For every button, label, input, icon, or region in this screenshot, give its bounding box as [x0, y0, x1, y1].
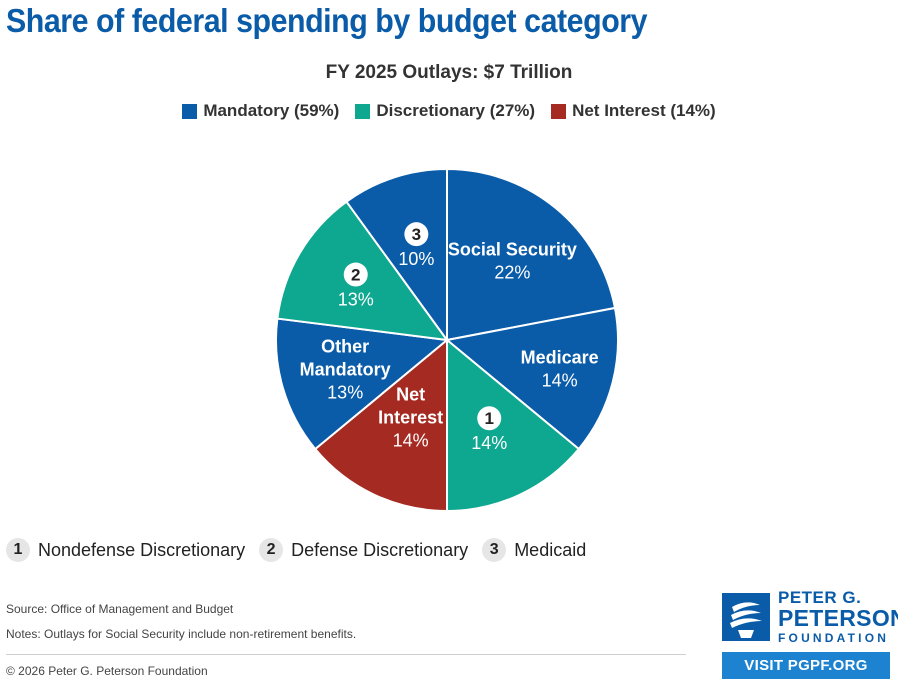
logo-line-1: PETER G. — [778, 588, 862, 607]
slice-label-4: Other Mandatory 13% — [300, 337, 391, 403]
legend-swatch-discretionary — [355, 103, 371, 119]
logo-line-2: PETERSON — [778, 605, 898, 631]
slice-badge-2 — [477, 406, 502, 431]
logo-wordmark: PETER G. PETERSON FOUNDATION — [778, 589, 898, 644]
footnote-badge-3: 3 — [482, 538, 507, 562]
visit-website-button[interactable]: VISIT PGPF.ORG — [722, 652, 890, 679]
slice-value-6-0: 10% — [398, 249, 434, 269]
footnote-label-1: Nondefense Discretionary — [38, 539, 246, 560]
slice-badge-5 — [343, 262, 368, 287]
pie-slice-4 — [275, 317, 450, 451]
slice-label-1: Medicare 14% — [521, 347, 599, 390]
slice-name-4-1: Mandatory — [300, 360, 391, 380]
footnote-item-3: 3 Medicaid — [482, 538, 586, 562]
slice-value-3-2: 14% — [393, 430, 429, 450]
notes-text: Notes: Outlays for Social Security inclu… — [6, 627, 357, 641]
slice-label-0: Social Security 22% — [448, 239, 577, 282]
legend-swatch-mandatory — [182, 103, 198, 119]
slice-name-0-0: Social Security — [448, 239, 577, 259]
slice-badge-text-6: 3 — [412, 225, 421, 244]
pie-slice-0 — [446, 167, 617, 342]
slice-value-2-0: 14% — [471, 433, 507, 453]
footnote-item-1: 1 Nondefense Discretionary — [6, 538, 245, 562]
divider — [6, 654, 686, 655]
legend-label-net-interest: Net Interest (14%) — [572, 101, 716, 120]
copyright-text: © 2026 Peter G. Peterson Foundation — [6, 664, 208, 678]
pie-slice-2 — [446, 337, 581, 513]
chart-title: Share of federal spending by budget cate… — [6, 2, 648, 39]
slice-badge-text-2: 1 — [484, 409, 493, 428]
legend-item-net-interest: Net Interest (14%) — [551, 101, 716, 121]
pie-slice-6 — [345, 167, 448, 344]
torch-icon — [722, 592, 770, 641]
legend-item-discretionary: Discretionary (27%) — [355, 101, 535, 121]
slice-label-5: 213% — [338, 262, 374, 310]
slice-badge-text-5: 2 — [351, 266, 360, 285]
pie-slice-3 — [313, 337, 448, 513]
slice-value-1-1: 14% — [542, 370, 578, 390]
slice-label-2: 114% — [471, 406, 507, 453]
slice-badge-6 — [404, 222, 429, 247]
footnote-legend: 1 Nondefense Discretionary 2 Defense Dis… — [6, 538, 586, 562]
footnote-badge-1: 1 — [6, 538, 30, 562]
foundation-logo[interactable]: PETER G. PETERSON FOUNDATION — [722, 589, 898, 644]
footnote-badge-2: 2 — [259, 538, 284, 562]
footnote-label-2: Defense Discretionary — [291, 539, 469, 560]
footnote-item-2: 2 Defense Discretionary — [259, 538, 468, 562]
slice-label-3: Net Interest 14% — [378, 384, 443, 450]
slice-value-5-0: 13% — [338, 290, 374, 310]
slice-name-3-0: Net — [396, 384, 425, 404]
slice-name-1-0: Medicare — [521, 347, 599, 367]
slice-value-0-1: 22% — [494, 262, 530, 282]
footnote-label-3: Medicaid — [514, 539, 587, 560]
legend-label-discretionary: Discretionary (27%) — [376, 101, 536, 120]
source-text: Source: Office of Management and Budget — [6, 602, 234, 616]
pie-slice-1 — [444, 306, 619, 451]
slice-value-4-2: 13% — [327, 383, 363, 403]
chart-subtitle: FY 2025 Outlays: $7 Trillion — [325, 62, 573, 83]
logo-line-3: FOUNDATION — [778, 631, 890, 645]
slice-name-3-1: Interest — [378, 407, 443, 427]
slice-label-6: 310% — [398, 222, 434, 269]
legend: Mandatory (59%) Discretionary (27%) Net … — [0, 101, 898, 121]
pie-chart: Social Security22%Medicare14%114%NetInte… — [275, 167, 619, 513]
legend-swatch-net-interest — [551, 103, 567, 119]
legend-item-mandatory: Mandatory (59%) — [182, 101, 339, 121]
legend-label-mandatory: Mandatory (59%) — [203, 101, 340, 120]
slice-name-4-0: Other — [321, 337, 369, 357]
